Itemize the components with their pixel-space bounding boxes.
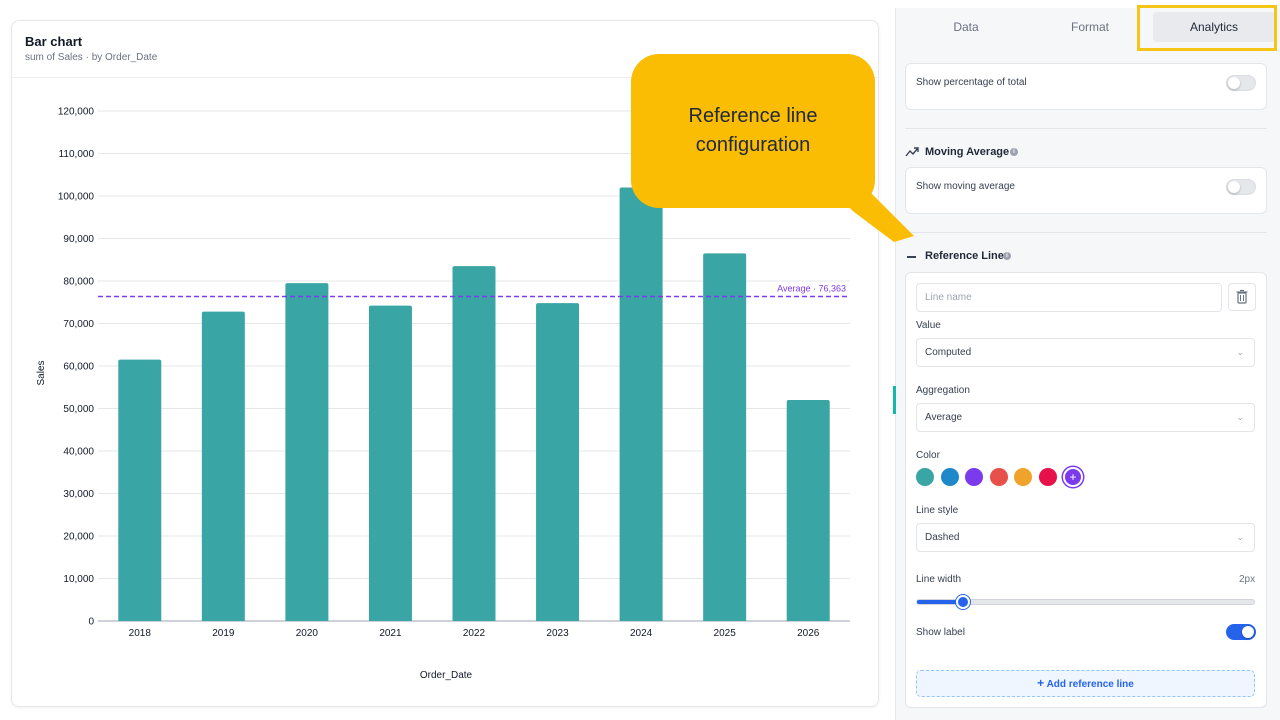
show-moving-average-label: Show moving average (916, 181, 1015, 192)
y-tick-label: 0 (88, 617, 94, 628)
reference-line-title: Reference Line (925, 250, 1004, 262)
bar (536, 303, 580, 621)
callout-line-2: configuration (695, 134, 811, 156)
callout-line-1: Reference line (688, 105, 818, 127)
y-tick-label: 70,000 (63, 319, 94, 330)
moving-average-info-icon[interactable]: i (1010, 148, 1018, 156)
moving-average-box: Show moving average (905, 167, 1267, 214)
line-name-input[interactable]: Line name (916, 283, 1222, 312)
x-tick-label: 2019 (212, 628, 235, 639)
x-tick-label: 2025 (714, 628, 737, 639)
bar (285, 283, 329, 621)
line-width-slider[interactable] (916, 599, 1255, 605)
y-tick-label: 80,000 (63, 277, 94, 288)
color-swatch[interactable] (989, 468, 1008, 486)
value-select-text: Computed (925, 347, 972, 358)
line-width-slider-thumb[interactable] (956, 595, 971, 609)
plus-icon: + (1037, 676, 1045, 690)
divider (905, 232, 1267, 233)
x-tick-label: 2024 (630, 628, 653, 639)
chart-subtitle: sum of Sales · by Order_Date (25, 52, 158, 63)
y-tick-label: 20,000 (63, 532, 94, 543)
show-label-toggle[interactable] (1226, 624, 1256, 640)
y-tick-label: 110,000 (59, 149, 95, 160)
line-style-label: Line style (916, 505, 959, 516)
line-width-value: 2px (1239, 574, 1256, 585)
x-tick-label: 2023 (546, 628, 569, 639)
x-tick-label: 2020 (296, 628, 319, 639)
bar (368, 305, 412, 621)
divider (905, 128, 1267, 129)
reference-line-label: Average · 76,363 (777, 283, 846, 293)
show-percentage-toggle[interactable] (1226, 75, 1256, 91)
x-axis-label: Order_Date (420, 670, 473, 681)
x-tick-label: 2022 (463, 628, 486, 639)
panel-edge-marker (893, 386, 896, 414)
chevron-down-icon: ⌄ (1236, 532, 1244, 542)
tab-bar: Data Format Analytics (896, 8, 1280, 48)
bar (201, 311, 245, 621)
reference-line-info-icon[interactable]: i (1003, 252, 1011, 260)
show-moving-average-toggle[interactable] (1226, 179, 1256, 195)
color-swatch[interactable] (1038, 468, 1057, 486)
color-swatch[interactable] (916, 468, 934, 486)
y-tick-label: 60,000 (63, 362, 94, 373)
y-tick-label: 90,000 (63, 234, 94, 245)
delete-line-button[interactable] (1228, 283, 1256, 311)
show-percentage-label: Show percentage of total (916, 77, 1027, 88)
show-label-label: Show label (916, 627, 965, 638)
value-label: Value (916, 320, 941, 331)
aggregation-select-text: Average (925, 412, 963, 423)
custom-color-button[interactable]: + (1063, 467, 1083, 487)
bar (118, 359, 162, 621)
aggregation-select[interactable]: Average ⌄ (916, 403, 1255, 432)
add-reference-line-button[interactable]: + Add reference line (916, 670, 1255, 697)
y-axis-label: Sales (36, 360, 47, 385)
trash-icon (1236, 289, 1248, 304)
color-swatch[interactable] (1014, 468, 1032, 486)
bar (786, 400, 830, 621)
bar-chart: 0 10,000 20,000 30,000 40,000 50,000 60,000 70,… (36, 107, 850, 681)
trend-icon (905, 147, 919, 157)
collapse-icon[interactable] (907, 256, 916, 258)
x-tick-label: 2021 (379, 628, 402, 639)
bar (452, 266, 496, 621)
y-tick-label: 50,000 (63, 404, 94, 415)
color-swatch[interactable] (965, 468, 983, 486)
chevron-down-icon: ⌄ (1236, 412, 1244, 422)
y-tick-label: 40,000 (63, 447, 94, 458)
callout-bubble (631, 54, 875, 208)
bar (703, 253, 747, 621)
tab-analytics[interactable]: Analytics (1153, 12, 1275, 42)
tab-data[interactable]: Data (953, 20, 979, 34)
tab-format[interactable]: Format (1070, 20, 1109, 34)
percentage-box: Show percentage of total (905, 63, 1267, 110)
line-width-slider-fill (917, 600, 965, 604)
x-tick-label: 2018 (129, 628, 152, 639)
moving-average-title: Moving Average (925, 146, 1010, 158)
line-style-select[interactable]: Dashed ⌄ (916, 523, 1255, 552)
line-width-label: Line width (916, 574, 962, 585)
chart-header: Bar chart sum of Sales · by Order_Date (12, 21, 878, 78)
color-label: Color (916, 450, 940, 461)
line-style-select-text: Dashed (925, 532, 960, 543)
aggregation-label: Aggregation (916, 385, 970, 396)
x-tick-label: 2026 (797, 628, 820, 639)
y-tick-label: 120,000 (58, 107, 95, 118)
y-tick-label: 100,000 (58, 192, 95, 203)
value-select[interactable]: Computed ⌄ (916, 338, 1255, 367)
chart-title: Bar chart (25, 34, 83, 49)
add-reference-line-label: Add reference line (1046, 679, 1134, 690)
chevron-down-icon: ⌄ (1236, 347, 1244, 357)
y-tick-label: 30,000 (63, 489, 94, 500)
color-swatch[interactable] (940, 468, 959, 486)
y-tick-label: 10,000 (63, 574, 94, 585)
callout-text: Reference line configuration (631, 102, 875, 160)
